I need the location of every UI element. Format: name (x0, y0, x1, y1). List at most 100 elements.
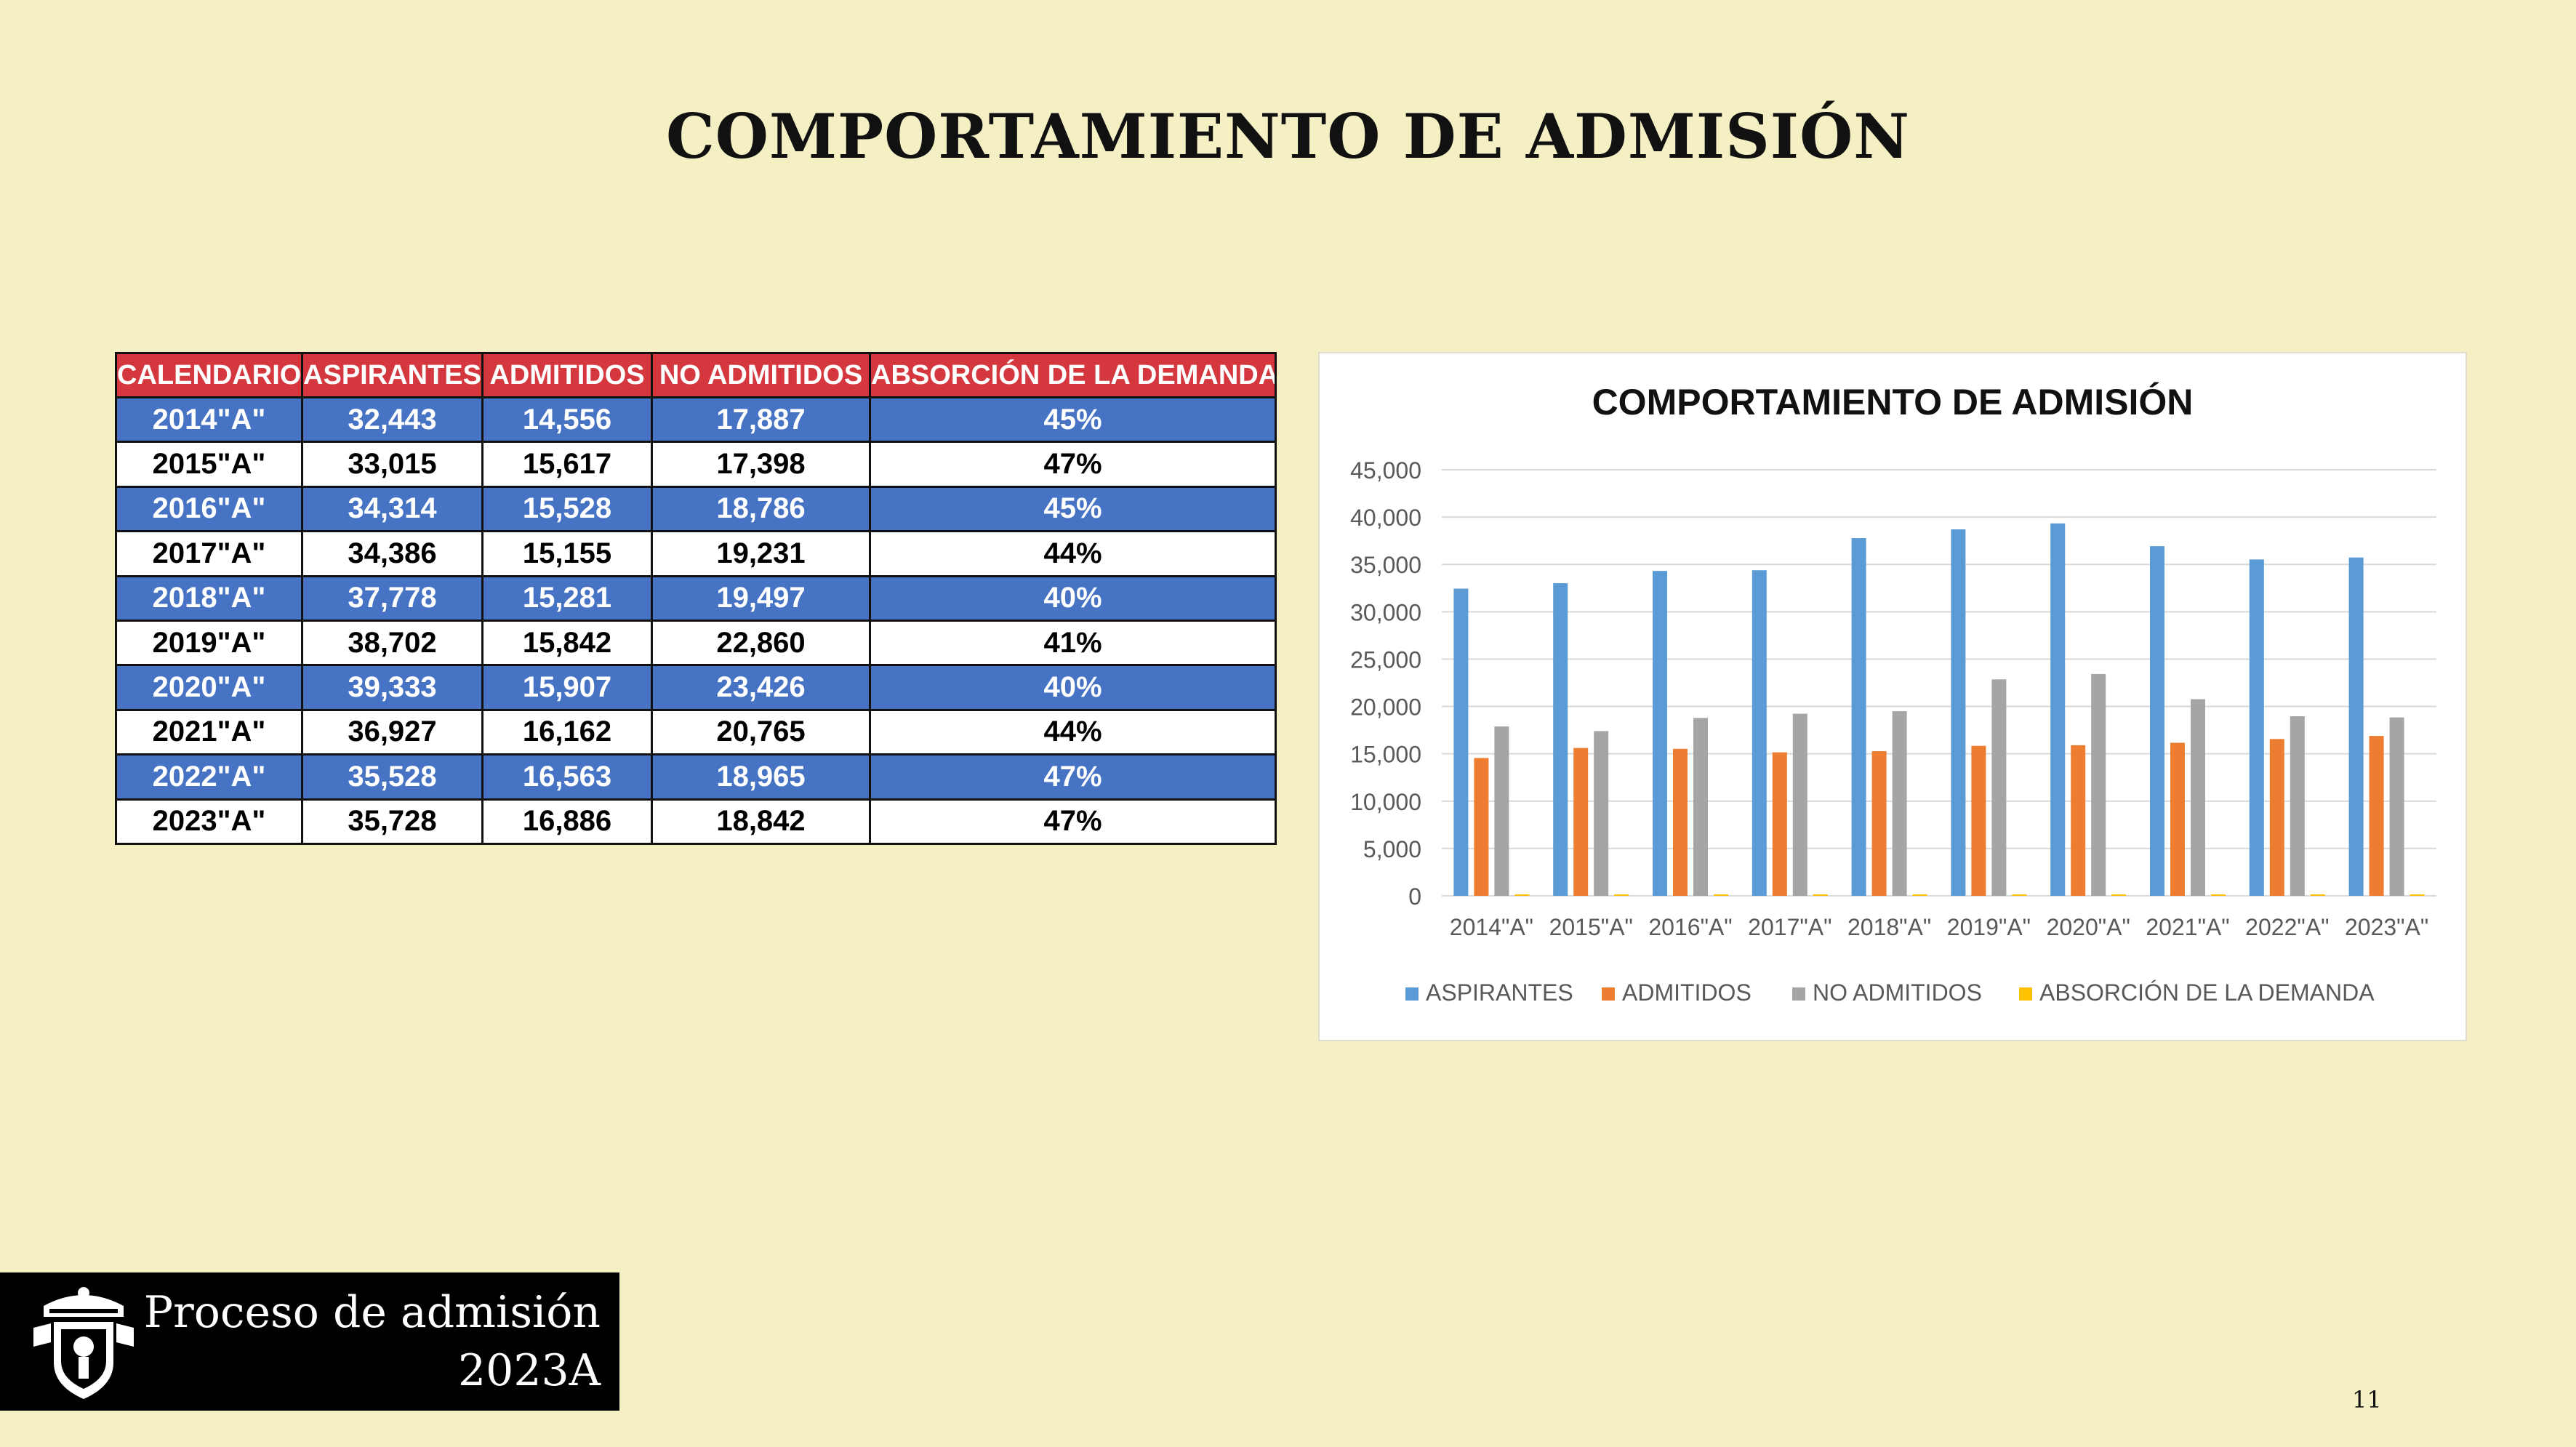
cell-admitidos: 15,528 (481, 485, 653, 533)
bar-aspirantes (1752, 570, 1767, 896)
cell-absorcion: 44% (869, 530, 1277, 577)
cell-no-admitidos: 20,765 (651, 708, 871, 756)
cell-aspirantes: 35,528 (301, 753, 483, 801)
table-row: 2022"A" 35,528 16,563 18,965 47% (115, 753, 1277, 801)
legend-swatch (2019, 987, 2032, 1001)
bar-aspirantes (2150, 546, 2164, 896)
cell-calendario: 2023"A" (115, 798, 303, 846)
slide-title: COMPORTAMIENTO DE ADMISIÓN (665, 100, 1911, 172)
y-tick-label: 45,000 (1350, 457, 1421, 484)
legend-label: NO ADMITIDOS (1813, 979, 1982, 1006)
table-header-row: CALENDARIO ASPIRANTES ADMITIDOS NO ADMIT… (115, 352, 1277, 398)
cell-no-admitidos: 17,398 (651, 441, 871, 488)
cell-absorcion: 47% (869, 441, 1277, 488)
bar-no-admitidos (2290, 716, 2305, 896)
bar-no-admitidos (2191, 699, 2205, 896)
bar-aspirantes (2249, 559, 2264, 896)
cell-calendario: 2021"A" (115, 708, 303, 756)
admission-table: CALENDARIO ASPIRANTES ADMITIDOS NO ADMIT… (115, 352, 1277, 846)
bar-aspirantes (1653, 571, 1667, 896)
header-admitidos: ADMITIDOS (481, 352, 653, 398)
x-tick-label: 2022"A" (2245, 914, 2329, 940)
bar-aspirantes (2050, 523, 2066, 896)
x-tick-label: 2019"A" (1947, 914, 2031, 940)
cell-aspirantes: 38,702 (301, 619, 483, 667)
cell-aspirantes: 34,386 (301, 530, 483, 577)
cell-aspirantes: 32,443 (301, 396, 483, 444)
cell-no-admitidos: 18,786 (651, 485, 871, 533)
x-tick-label: 2017"A" (1748, 914, 1831, 940)
bar-no-admitidos (1494, 726, 1509, 896)
y-tick-label: 20,000 (1350, 694, 1421, 721)
cell-calendario: 2017"A" (115, 530, 303, 577)
footer-banner: Proceso de admisión 2023A (0, 1272, 619, 1411)
bar-aspirantes (1951, 529, 1966, 896)
bar-absorci-n-de-la-demanda (2310, 894, 2325, 896)
cell-admitidos: 14,556 (481, 396, 653, 444)
bar-aspirantes (2348, 557, 2364, 896)
cell-no-admitidos: 22,860 (651, 619, 871, 667)
bar-admitidos (1573, 747, 1589, 896)
admission-bar-chart: COMPORTAMIENTO DE ADMISIÓN 0 5,000 10,000 15… (1350, 382, 2436, 1006)
cell-absorcion: 45% (869, 485, 1277, 533)
legend-swatch (1792, 987, 1805, 1001)
table-row: 2016"A" 34,314 15,528 18,786 45% (115, 485, 1277, 533)
bar-absorci-n-de-la-demanda (2012, 894, 2027, 896)
cell-absorcion: 41% (869, 619, 1277, 667)
table-row: 2019"A" 38,702 15,842 22,860 41% (115, 619, 1277, 667)
university-emblem-icon (33, 1287, 134, 1399)
x-tick-label: 2020"A" (2047, 914, 2130, 940)
legend-label: ABSORCIÓN DE LA DEMANDA (2039, 979, 2375, 1006)
cell-no-admitidos: 18,842 (651, 798, 871, 846)
bar-absorci-n-de-la-demanda (1912, 894, 1927, 896)
legend-label: ASPIRANTES (1426, 979, 1573, 1006)
legend-swatch (1405, 987, 1419, 1001)
cell-aspirantes: 37,778 (301, 574, 483, 622)
bar-admitidos (1971, 745, 1986, 896)
bar-admitidos (1673, 748, 1688, 896)
footer-period: 2023A (457, 1345, 601, 1396)
cell-admitidos: 16,162 (481, 708, 653, 756)
header-calendario: CALENDARIO (115, 352, 303, 398)
chart-title: COMPORTAMIENTO DE ADMISIÓN (1592, 382, 2194, 422)
bar-admitidos (2071, 745, 2086, 896)
bar-no-admitidos (1693, 718, 1708, 896)
bar-no-admitidos (1594, 731, 1609, 896)
chart-panel: COMPORTAMIENTO DE ADMISIÓN 0 5,000 10,000 15… (1318, 352, 2467, 1041)
table-row: 2018"A" 37,778 15,281 19,497 40% (115, 574, 1277, 622)
bar-admitidos (2170, 742, 2185, 896)
y-tick-label: 35,000 (1350, 552, 1421, 578)
bar-no-admitidos (1991, 679, 2007, 896)
x-tick-label: 2018"A" (1847, 914, 1931, 940)
table-row: 2017"A" 34,386 15,155 19,231 44% (115, 530, 1277, 577)
bar-no-admitidos (2389, 717, 2404, 896)
bar-absorci-n-de-la-demanda (1714, 894, 1728, 896)
cell-absorcion: 40% (869, 574, 1277, 622)
table-row: 2020"A" 39,333 15,907 23,426 40% (115, 664, 1277, 711)
cell-admitidos: 15,281 (481, 574, 653, 622)
cell-absorcion: 44% (869, 708, 1277, 756)
bar-no-admitidos (2091, 673, 2106, 896)
cell-no-admitidos: 17,887 (651, 396, 871, 444)
cell-calendario: 2022"A" (115, 753, 303, 801)
cell-aspirantes: 39,333 (301, 664, 483, 711)
x-tick-label: 2023"A" (2345, 914, 2428, 940)
cell-calendario: 2018"A" (115, 574, 303, 622)
y-tick-label: 10,000 (1350, 789, 1421, 815)
cell-calendario: 2015"A" (115, 441, 303, 488)
header-aspirantes: ASPIRANTES (301, 352, 483, 398)
bar-absorci-n-de-la-demanda (2111, 894, 2127, 896)
bar-aspirantes (1851, 538, 1866, 896)
cell-no-admitidos: 19,231 (651, 530, 871, 577)
bar-absorci-n-de-la-demanda (2410, 894, 2425, 896)
cell-admitidos: 16,563 (481, 753, 653, 801)
cell-admitidos: 15,155 (481, 530, 653, 577)
cell-no-admitidos: 23,426 (651, 664, 871, 711)
cell-aspirantes: 33,015 (301, 441, 483, 488)
cell-no-admitidos: 18,965 (651, 753, 871, 801)
bar-admitidos (1474, 758, 1489, 896)
footer-title: Proceso de admisión (143, 1287, 601, 1338)
bar-absorci-n-de-la-demanda (2211, 894, 2226, 896)
legend-label: ADMITIDOS (1622, 979, 1752, 1006)
x-tick-label: 2016"A" (1648, 914, 1732, 940)
